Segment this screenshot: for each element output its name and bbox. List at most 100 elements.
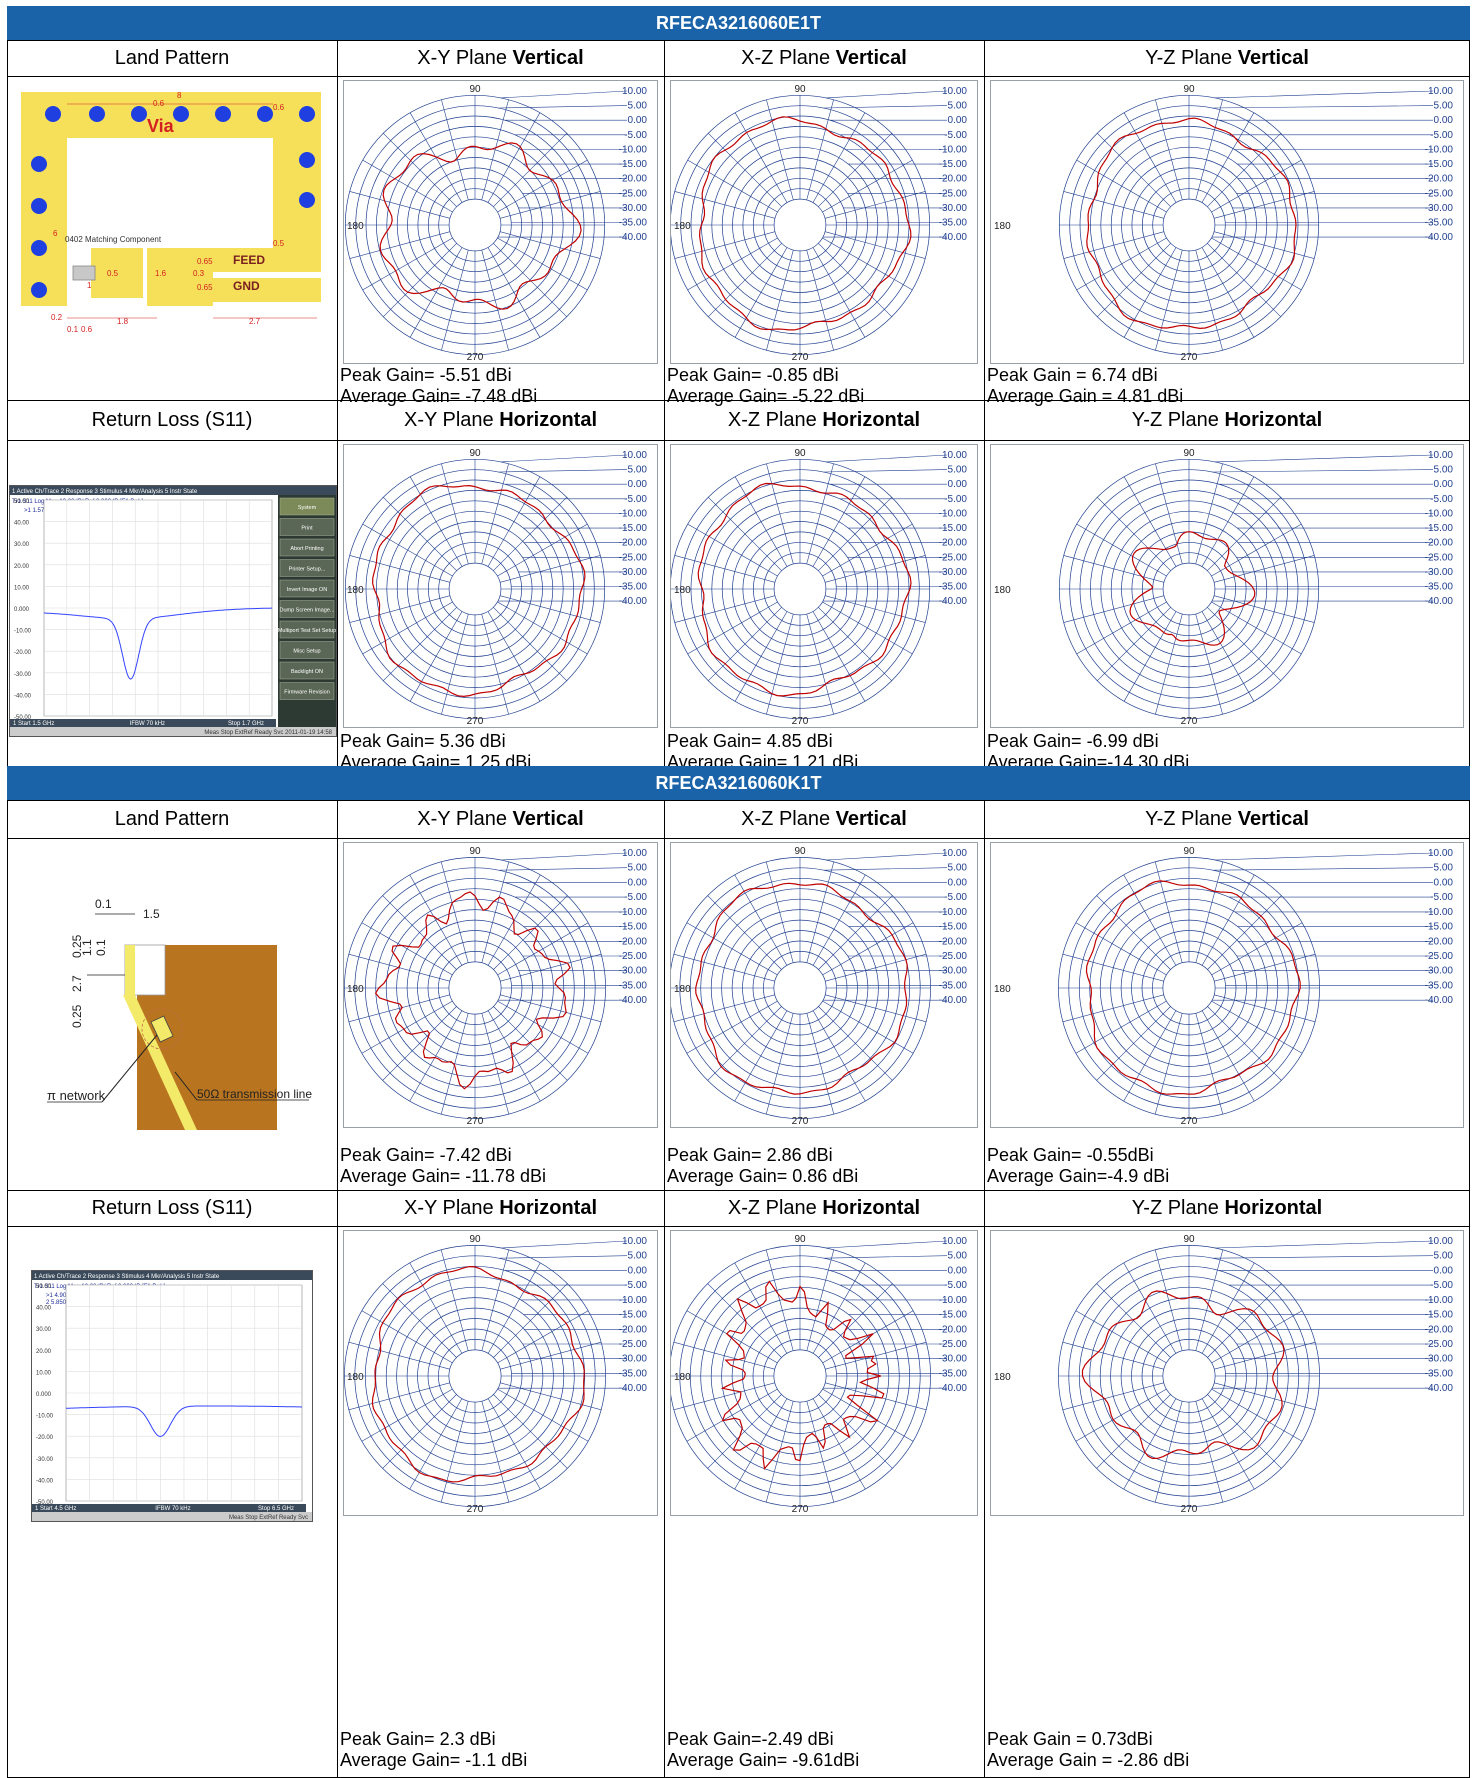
grid-spoke <box>765 1013 794 1115</box>
ring-label: 0.00 <box>1434 479 1454 490</box>
grid-spoke <box>674 555 775 583</box>
grid-ring <box>1162 198 1216 252</box>
grid-spoke <box>825 994 927 1023</box>
grid-spoke <box>383 607 457 681</box>
vna-softkey <box>279 579 335 598</box>
vna-ytick: -20.00 <box>36 1435 54 1441</box>
dimension-label: 0.65 <box>197 283 213 292</box>
header-polarization: Horizontal <box>822 409 921 431</box>
ring-leader <box>500 454 628 463</box>
polar-plot: 10.00 5.00 0.00 -5.00 -10.00 -15.00 -20.00 -25.… <box>669 1230 978 1516</box>
via-dot <box>31 240 47 256</box>
grid-spoke <box>481 1401 510 1503</box>
vna-ytick: 0.000 <box>36 1392 52 1398</box>
via-dot <box>257 106 273 122</box>
dimension-label: 0.25 <box>70 1004 84 1028</box>
column-header: X-Y Plane Vertical <box>337 40 664 76</box>
header-polarization: Vertical <box>1237 808 1309 830</box>
header-text: X-Z Plane <box>727 1197 823 1219</box>
ring-leader <box>498 105 628 109</box>
angle-label-90: 90 <box>794 1234 806 1245</box>
ring-label: 10.00 <box>942 450 967 461</box>
ring-label: -5.00 <box>624 130 647 141</box>
ring-label: 5.00 <box>628 465 648 476</box>
grid-spoke <box>1214 191 1315 219</box>
polar-plot-svg: 10.00 5.00 0.00 -5.00 -10.00 -15.00 -20.00 -25.… <box>669 1234 968 1515</box>
ring-label: -30.00 <box>1425 1354 1454 1365</box>
grid-spoke <box>734 1010 788 1102</box>
dimension-label: 1.6 <box>155 269 167 278</box>
gain-caption: Average Gain=-4.9 dBi <box>987 1166 1170 1186</box>
angle-label-270: 270 <box>1181 1116 1198 1127</box>
ring-label: -20.00 <box>939 1324 968 1335</box>
grid-spoke <box>493 497 567 571</box>
ring-label: -25.00 <box>619 188 648 199</box>
ring-label: -35.00 <box>619 1368 648 1379</box>
radiation-trace <box>371 1265 585 1483</box>
grid-spoke <box>1211 922 1303 976</box>
grid-spoke <box>440 1013 469 1115</box>
grid-spoke <box>687 237 778 291</box>
grid-spoke <box>1154 1249 1183 1351</box>
grid-spoke <box>1201 247 1255 338</box>
vna-ytick: 50.00 <box>36 1284 52 1290</box>
grid-spoke <box>409 247 463 338</box>
ring-label: 10.00 <box>622 1236 647 1247</box>
gain-caption: Peak Gain = 0.73dBi <box>987 1729 1153 1749</box>
gain-caption: Average Gain= -11.78 dBi <box>340 1166 546 1186</box>
polar-plot: 10.00 5.00 0.00 -5.00 -10.00 -15.00 -20.00 -25.… <box>343 1230 658 1516</box>
pi-network-label: π network <box>47 1088 106 1103</box>
grid-spoke <box>1201 112 1255 203</box>
angle-label-180: 180 <box>347 984 364 995</box>
grid-spoke <box>1123 874 1177 966</box>
vna-softkey <box>279 497 335 516</box>
ring-label: -30.00 <box>1425 567 1454 578</box>
grid-spoke <box>822 159 913 213</box>
ring-label: -5.00 <box>1430 1280 1453 1291</box>
ring-leader <box>823 105 948 109</box>
angle-label-180: 180 <box>347 1372 364 1383</box>
grid-spoke <box>361 922 453 976</box>
grid-spoke <box>487 247 541 338</box>
angle-label-270: 270 <box>792 1504 809 1515</box>
dimension-label: 0.1 <box>95 897 112 911</box>
vna-ytick: -10.00 <box>14 629 32 635</box>
grid-spoke <box>1154 861 1183 963</box>
ring-label: 5.00 <box>948 101 968 112</box>
polar-plot: 10.00 5.00 0.00 -5.00 -10.00 -15.00 -20.00 -25.… <box>343 444 658 728</box>
ring-leader <box>498 867 628 871</box>
ring-label: -30.00 <box>619 966 648 977</box>
clearance-area <box>67 138 273 248</box>
ring-label: -15.00 <box>619 922 648 933</box>
grid-spoke <box>487 611 541 702</box>
grid-spoke <box>1207 133 1281 207</box>
grid-spoke <box>481 614 509 715</box>
gain-caption: Peak Gain= 2.86 dBi <box>667 1145 833 1165</box>
grid-spoke <box>409 874 463 966</box>
gain-caption: Peak Gain= -0.85 dBi <box>667 365 839 385</box>
ring-label: -20.00 <box>619 174 648 185</box>
polar-plot-svg: 10.00 5.00 0.00 -5.00 -10.00 -15.00 -20.00 -25.… <box>994 846 1454 1127</box>
grid-spoke <box>707 895 782 970</box>
grid-line <box>337 800 338 1778</box>
grid-spoke <box>348 1382 450 1411</box>
ring-label: 0.00 <box>628 1265 648 1276</box>
ring-label: -40.00 <box>1425 232 1454 243</box>
polar-plot: 10.00 5.00 0.00 -5.00 -10.00 -15.00 -20.00 -25.… <box>990 80 1464 364</box>
grid-spoke <box>481 861 510 963</box>
grid-spoke <box>382 1283 457 1358</box>
angle-label-270: 270 <box>467 1504 484 1515</box>
angle-label-270: 270 <box>467 352 484 363</box>
dimension-label: 0.3 <box>193 269 205 278</box>
grid-spoke <box>1211 601 1302 655</box>
angle-label-90: 90 <box>469 1234 481 1245</box>
ring-label: -35.00 <box>619 218 648 229</box>
grid-line <box>1469 800 1470 1778</box>
vna-ytick: 30.00 <box>14 542 30 548</box>
grid-spoke <box>1063 595 1164 623</box>
ring-label: -10.00 <box>1425 907 1454 918</box>
angle-label-90: 90 <box>1183 84 1195 95</box>
ring-label: -20.00 <box>1425 538 1454 549</box>
grid-spoke <box>493 1006 568 1081</box>
grid-spoke <box>812 611 866 702</box>
